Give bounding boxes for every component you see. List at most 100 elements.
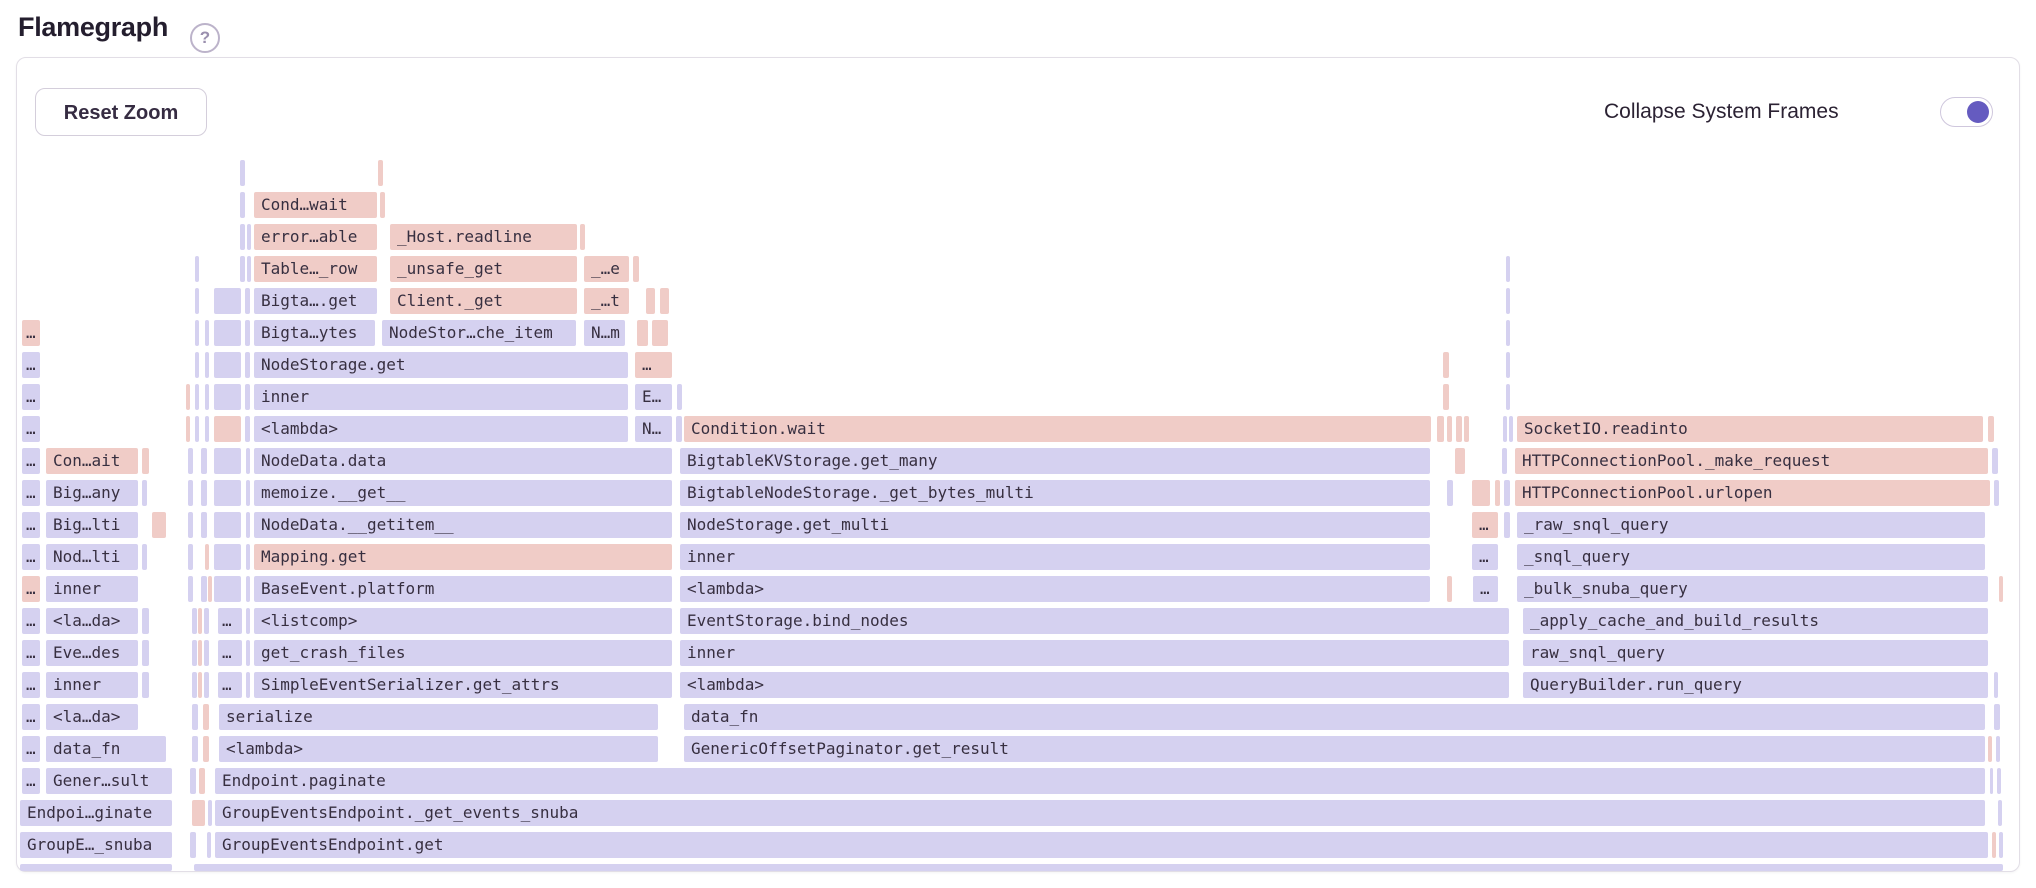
flame-frame[interactable]: NodeData.__getitem__ (254, 512, 672, 538)
flame-frame-sliver[interactable] (633, 256, 639, 282)
flame-frame[interactable]: Table…_row (254, 256, 377, 282)
flame-frame-sliver[interactable] (637, 320, 648, 346)
flame-frame[interactable]: data_fn (46, 736, 166, 762)
flame-frame[interactable]: BaseEvent.platform (254, 576, 672, 602)
flame-frame[interactable]: <lambda> (680, 576, 1430, 602)
flame-frame-sliver[interactable] (240, 192, 245, 218)
flame-frame-sliver[interactable] (1447, 416, 1452, 442)
flame-frame[interactable]: inner (680, 544, 1430, 570)
flame-frame-sliver[interactable] (1506, 320, 1510, 346)
flame-frame-sliver[interactable] (1455, 448, 1465, 474)
flame-frame-sliver[interactable] (1447, 480, 1453, 506)
flame-frame[interactable]: … (22, 448, 40, 474)
flame-frame-sliver[interactable] (1472, 480, 1490, 506)
flame-frame-sliver[interactable] (1997, 768, 2001, 794)
flame-frame[interactable]: NodeStorage.get (254, 352, 628, 378)
collapse-system-frames-toggle[interactable] (1940, 97, 1993, 127)
flame-frame[interactable]: serialize (219, 704, 658, 730)
flame-frame-sliver[interactable] (198, 608, 202, 634)
flame-frame-sliver[interactable] (1994, 480, 1999, 506)
flame-frame[interactable]: E… (635, 384, 672, 410)
flame-frame-sliver[interactable] (188, 576, 193, 602)
flame-frame-sliver[interactable] (214, 288, 241, 314)
flame-frame[interactable]: Con…ait (46, 448, 138, 474)
flame-frame[interactable]: … (22, 640, 40, 666)
flame-frame-sliver[interactable] (214, 576, 241, 602)
flame-frame-sliver[interactable] (201, 448, 207, 474)
flame-frame-sliver[interactable] (214, 544, 241, 570)
flame-frame-sliver[interactable] (245, 384, 250, 410)
flame-frame-sliver[interactable] (205, 384, 209, 410)
flame-frame-sliver[interactable] (188, 480, 193, 506)
flame-frame-sliver[interactable] (142, 544, 147, 570)
flame-frame-sliver[interactable] (192, 672, 197, 698)
flame-frame[interactable]: … (22, 576, 40, 602)
flame-frame[interactable]: memoize.__get__ (254, 480, 672, 506)
flame-frame[interactable]: … (1472, 544, 1498, 570)
flame-frame-sliver[interactable] (20, 864, 172, 871)
flame-frame-sliver[interactable] (240, 224, 245, 250)
flame-frame-sliver[interactable] (205, 352, 209, 378)
flame-frame[interactable]: inner (46, 672, 138, 698)
flame-frame-sliver[interactable] (207, 832, 211, 858)
flame-frame-sliver[interactable] (1506, 288, 1510, 314)
flame-frame[interactable]: get_crash_files (254, 640, 672, 666)
flame-frame[interactable]: inner (254, 384, 628, 410)
flame-frame-sliver[interactable] (1509, 416, 1513, 442)
flame-frame[interactable]: Cond…wait (254, 192, 377, 218)
flame-frame-sliver[interactable] (1437, 416, 1444, 442)
flame-frame[interactable]: Gener…sult (46, 768, 172, 794)
flame-frame-sliver[interactable] (199, 768, 205, 794)
flame-frame-sliver[interactable] (194, 864, 2003, 871)
flame-frame-sliver[interactable] (203, 704, 209, 730)
flame-frame[interactable]: Bigta….get (254, 288, 377, 314)
flame-frame[interactable]: SimpleEventSerializer.get_attrs (254, 672, 672, 698)
flame-frame-sliver[interactable] (198, 672, 202, 698)
flame-frame-sliver[interactable] (1506, 384, 1510, 410)
flame-frame-sliver[interactable] (1990, 768, 1993, 794)
flame-frame-sliver[interactable] (1992, 832, 1996, 858)
flame-frame-sliver[interactable] (677, 384, 682, 410)
flame-frame-sliver[interactable] (1994, 704, 2000, 730)
flame-frame[interactable]: Big…any (46, 480, 138, 506)
flame-frame-sliver[interactable] (245, 416, 250, 442)
flame-frame-sliver[interactable] (214, 320, 241, 346)
flame-frame-sliver[interactable] (190, 768, 196, 794)
flame-frame-sliver[interactable] (1992, 448, 1998, 474)
flame-frame-sliver[interactable] (1506, 256, 1510, 282)
flame-frame[interactable]: NodeStorage.get_multi (680, 512, 1430, 538)
flame-frame-sliver[interactable] (214, 448, 241, 474)
flame-frame[interactable]: … (22, 672, 40, 698)
flame-frame-sliver[interactable] (245, 352, 250, 378)
flame-frame-sliver[interactable] (195, 288, 199, 314)
flame-frame[interactable]: <listcomp> (254, 608, 672, 634)
flame-frame[interactable]: Endpoint.paginate (215, 768, 1985, 794)
flame-frame[interactable]: … (22, 320, 40, 346)
flame-frame[interactable]: Client._get (390, 288, 577, 314)
flame-frame[interactable]: _bulk_snuba_query (1517, 576, 1988, 602)
flame-frame[interactable]: GenericOffsetPaginator.get_result (684, 736, 1985, 762)
flame-frame-sliver[interactable] (201, 480, 207, 506)
flame-frame-sliver[interactable] (1502, 448, 1507, 474)
flame-frame[interactable]: Endpoi…ginate (20, 800, 172, 826)
flame-frame[interactable]: Big…lti (46, 512, 138, 538)
flame-frame-sliver[interactable] (1504, 512, 1510, 538)
flame-frame[interactable]: … (22, 704, 40, 730)
flame-frame[interactable]: EventStorage.bind_nodes (680, 608, 1509, 634)
flame-frame-sliver[interactable] (246, 544, 250, 570)
flame-frame-sliver[interactable] (380, 192, 385, 218)
flame-frame[interactable]: GroupE…_snuba (20, 832, 172, 858)
flame-frame[interactable]: _…e (584, 256, 629, 282)
help-icon[interactable]: ? (190, 23, 220, 53)
flame-frame[interactable]: <lambda> (254, 416, 628, 442)
flame-frame[interactable]: … (22, 416, 40, 442)
flame-frame[interactable]: … (22, 512, 40, 538)
flame-frame-sliver[interactable] (1447, 576, 1452, 602)
flame-frame-sliver[interactable] (142, 448, 149, 474)
flame-frame-sliver[interactable] (1998, 800, 2002, 826)
flame-frame[interactable]: … (218, 672, 242, 698)
flame-frame-sliver[interactable] (208, 576, 212, 602)
flame-frame[interactable]: N… (635, 416, 672, 442)
flame-frame[interactable]: _raw_snql_query (1517, 512, 1985, 538)
flame-frame[interactable]: raw_snql_query (1523, 640, 1988, 666)
